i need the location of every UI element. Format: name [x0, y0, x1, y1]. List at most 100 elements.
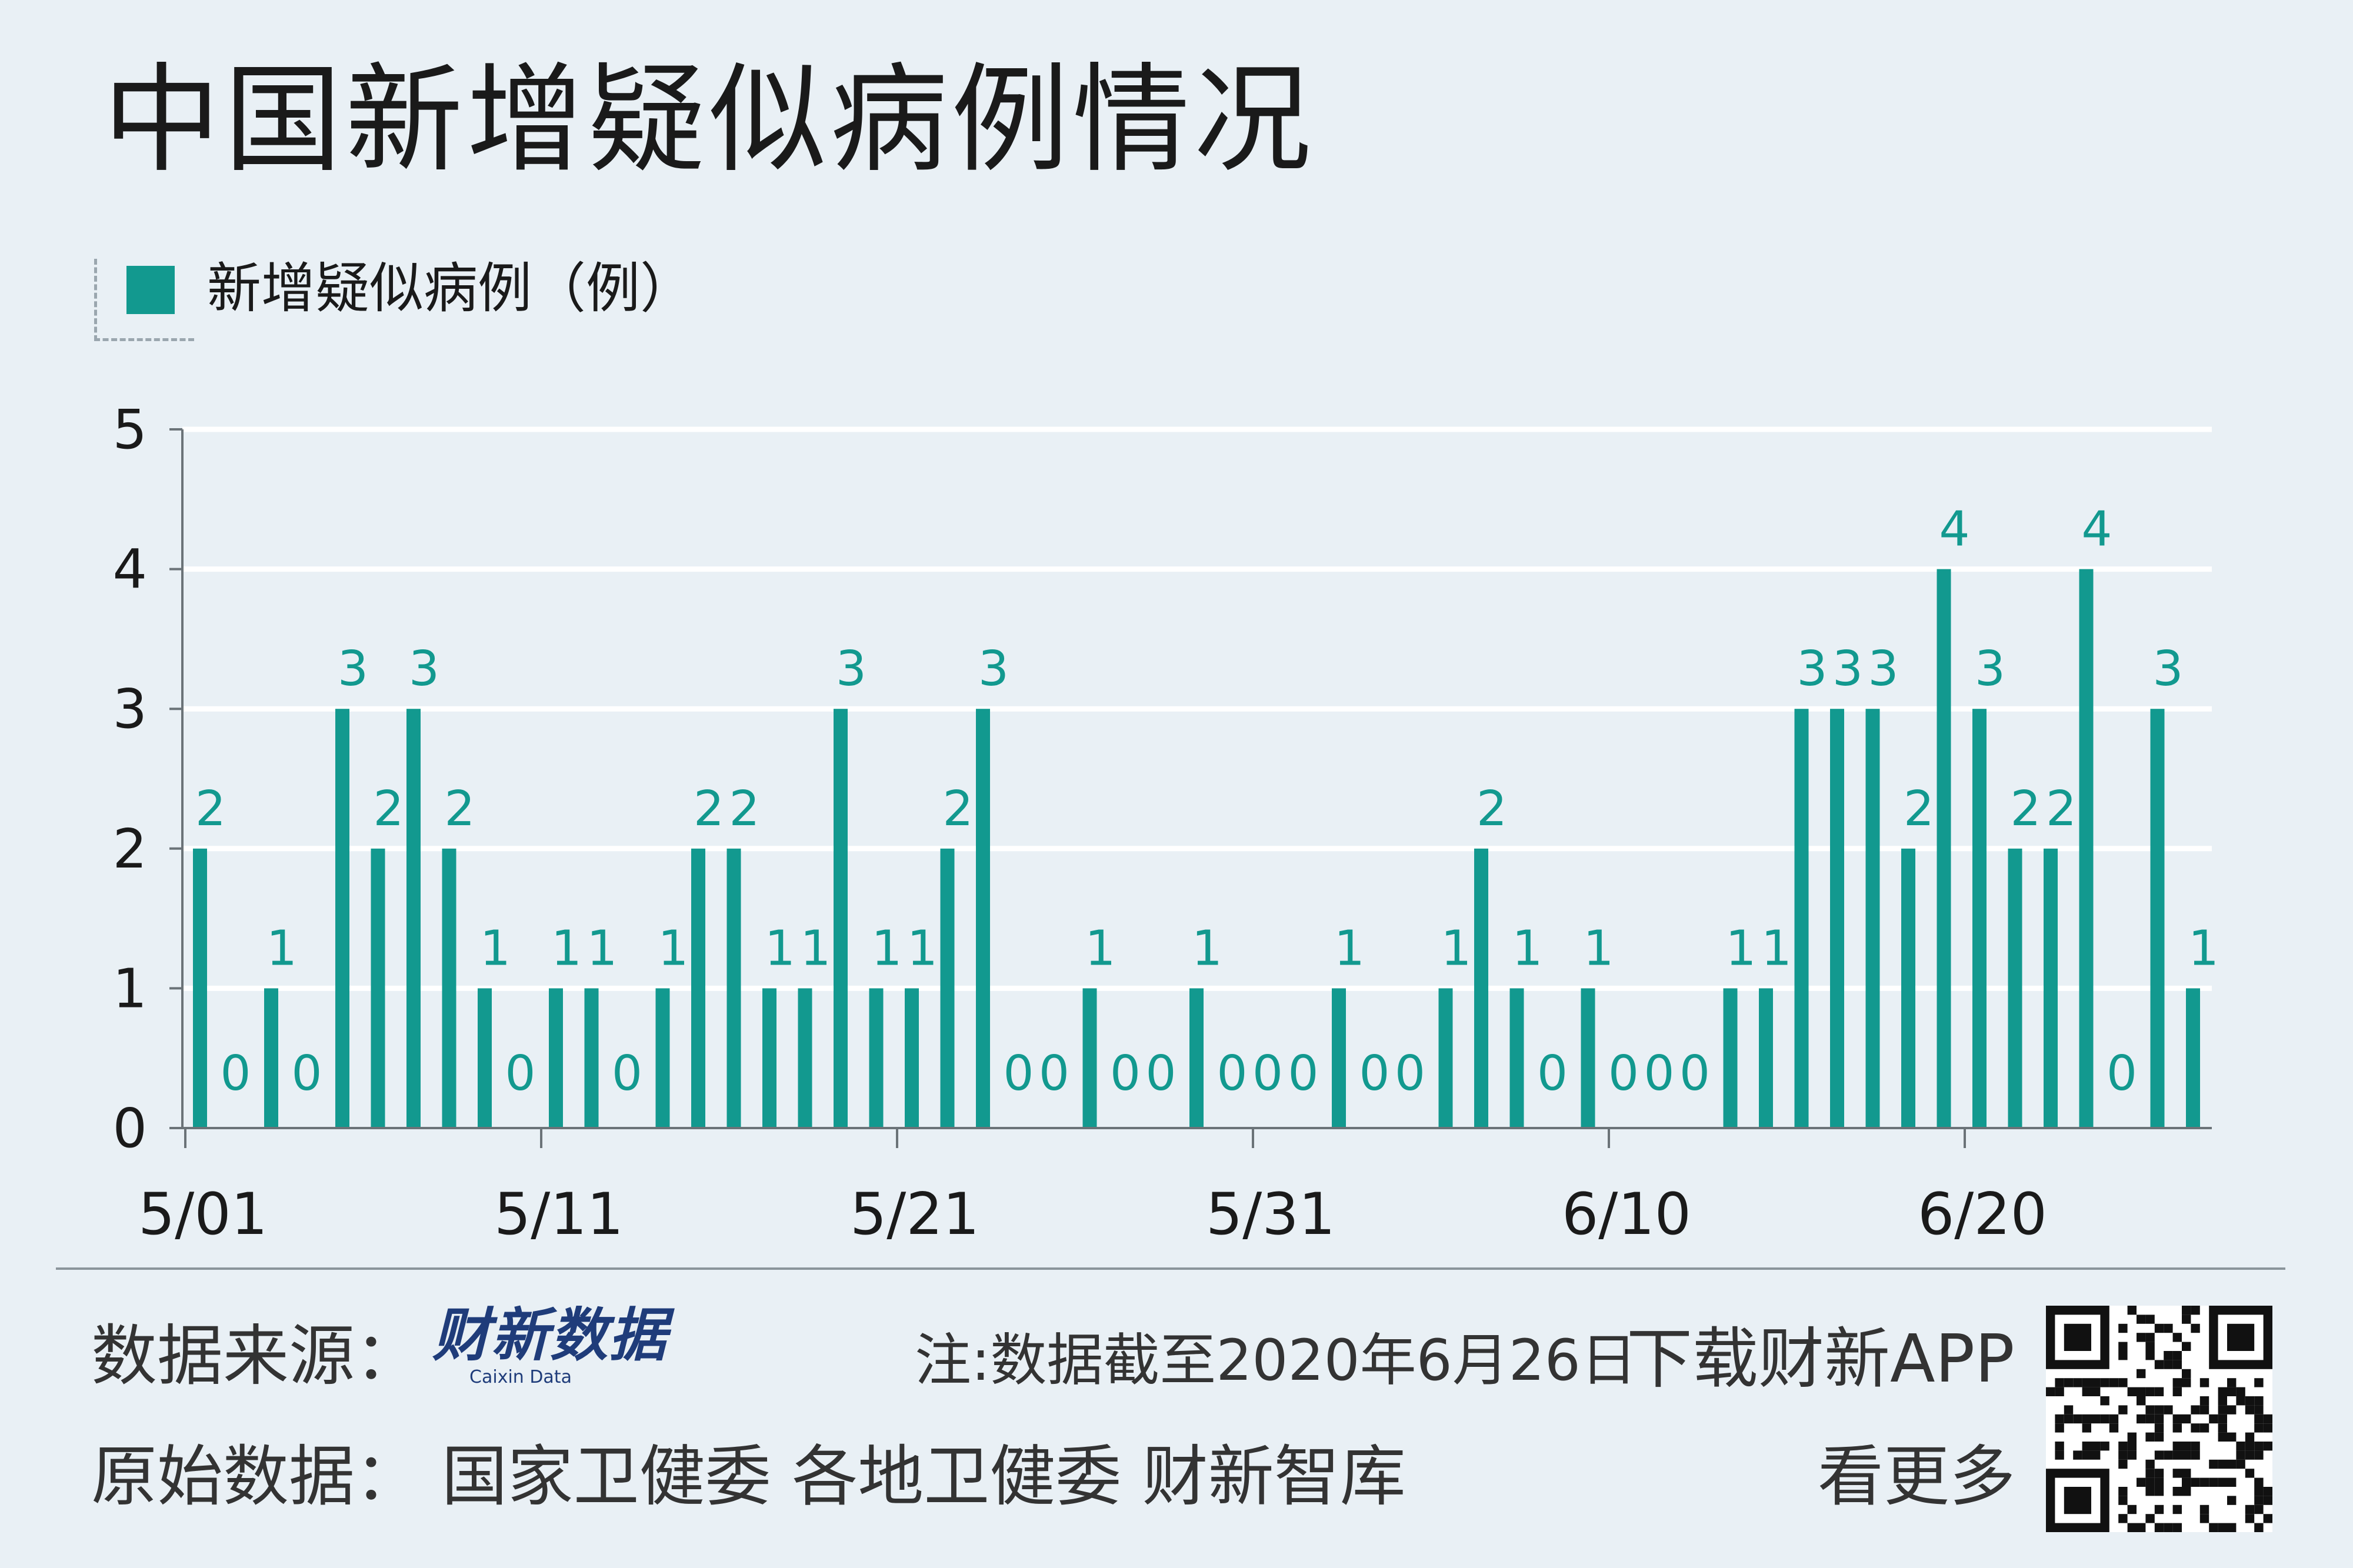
- bar: [584, 988, 599, 1128]
- data-label: 0: [291, 1046, 322, 1102]
- logo-subtext: Caixin Data: [469, 1367, 572, 1387]
- data-cutoff-note: 注:数据截至2020年6月26日: [915, 1327, 1637, 1393]
- data-label: 4: [2081, 502, 2112, 558]
- bar: [1438, 988, 1453, 1128]
- x-tick-label: 6/20: [1918, 1181, 2047, 1248]
- data-label: 2: [942, 781, 973, 837]
- original-data-sources: 原始数据： 国家卫健委 各地卫健委 财新智库: [91, 1439, 1406, 1515]
- data-label: 0: [1395, 1046, 1425, 1102]
- bar: [1474, 848, 1488, 1128]
- bar: [726, 848, 741, 1128]
- data-label: 0: [1644, 1046, 1674, 1102]
- legend-label: 新增疑似病例（例）: [207, 257, 695, 320]
- data-label: 2: [195, 781, 226, 837]
- bar: [940, 848, 955, 1128]
- data-label: 1: [871, 920, 902, 976]
- bar: [1972, 709, 1987, 1128]
- data-label: 2: [1904, 781, 1934, 837]
- data-label: 0: [505, 1046, 535, 1102]
- data-label: 1: [480, 920, 511, 976]
- data-label: 1: [765, 920, 795, 976]
- data-label: 3: [1868, 641, 1898, 697]
- data-label: 2: [1477, 781, 1507, 837]
- bar: [798, 988, 812, 1128]
- data-label: 1: [1334, 920, 1365, 976]
- data-label: 0: [220, 1046, 251, 1102]
- qr-code-icon[interactable]: [2046, 1306, 2272, 1532]
- bar: [478, 988, 492, 1128]
- bar: [1937, 569, 1951, 1128]
- data-label: 4: [1939, 502, 1969, 558]
- data-label: 1: [551, 920, 582, 976]
- y-tick-label: 4: [112, 538, 147, 601]
- bar: [762, 988, 776, 1128]
- data-label: 1: [658, 920, 688, 976]
- y-tick-label: 1: [112, 957, 147, 1020]
- data-label: 0: [1039, 1046, 1069, 1102]
- bar: [1759, 988, 1773, 1128]
- bar: [406, 709, 421, 1128]
- data-label: 2: [2010, 781, 2041, 837]
- data-label: 3: [836, 641, 866, 697]
- data-label: 1: [1441, 920, 1471, 976]
- bar: [1082, 988, 1097, 1128]
- bar: [549, 988, 563, 1128]
- source-label: 数据来源：: [91, 1318, 421, 1394]
- data-label: 2: [729, 781, 759, 837]
- bar: [264, 988, 278, 1128]
- data-label: 2: [694, 781, 724, 837]
- x-tick-label: 6/10: [1562, 1181, 1691, 1248]
- data-label: 3: [1975, 641, 2005, 697]
- logo-text: 财新数据: [432, 1302, 668, 1369]
- data-label: 1: [1761, 920, 1792, 976]
- data-label: 0: [1145, 1046, 1176, 1102]
- x-tick-label: 5/21: [850, 1181, 979, 1248]
- bar: [1830, 709, 1844, 1128]
- data-label: 1: [1085, 920, 1115, 976]
- data-label: 1: [586, 920, 617, 976]
- bar: [691, 848, 705, 1128]
- download-app-text: 下载财新APP: [1627, 1321, 2015, 1397]
- bar: [1581, 988, 1595, 1128]
- data-label: 1: [907, 920, 938, 976]
- bar: [2079, 569, 2094, 1128]
- data-label: 2: [373, 781, 404, 837]
- bar: [1794, 709, 1809, 1128]
- data-label: 1: [1725, 920, 1756, 976]
- bar: [2150, 709, 2165, 1128]
- data-label: 3: [1832, 641, 1863, 697]
- chart-title: 中国新增疑似病例情况: [103, 52, 1315, 189]
- data-label: 1: [266, 920, 297, 976]
- caixin-data-logo: 财新数据 Caixin Data: [432, 1307, 668, 1401]
- data-label: 0: [612, 1046, 642, 1102]
- bar: [442, 848, 456, 1128]
- data-label: 0: [2107, 1046, 2137, 1102]
- data-label: 1: [800, 920, 831, 976]
- data-label: 1: [2188, 920, 2219, 976]
- data-label: 3: [338, 641, 368, 697]
- bar: [1509, 988, 1524, 1128]
- data-label: 3: [2152, 641, 2183, 697]
- data-label: 2: [2046, 781, 2077, 837]
- data-label: 0: [1288, 1046, 1318, 1102]
- bar: [1332, 988, 1346, 1128]
- data-label: 0: [1252, 1046, 1283, 1102]
- y-tick-label: 0: [112, 1097, 147, 1160]
- data-label: 0: [1110, 1046, 1141, 1102]
- data-label: 1: [1192, 920, 1222, 976]
- bar: [1723, 988, 1738, 1128]
- bar: [1901, 848, 1915, 1128]
- x-tick-label: 5/11: [494, 1181, 624, 1248]
- legend-swatch: [126, 266, 175, 314]
- bar: [2186, 988, 2200, 1128]
- x-tick-label: 5/31: [1206, 1181, 1335, 1248]
- x-tick-label: 5/01: [138, 1181, 268, 1248]
- bar: [655, 988, 670, 1128]
- data-label: 0: [1679, 1046, 1710, 1102]
- data-label: 3: [978, 641, 1009, 697]
- data-label: 2: [444, 781, 475, 837]
- bar: [2008, 848, 2022, 1128]
- bar: [2044, 848, 2058, 1128]
- data-label: 0: [1537, 1046, 1568, 1102]
